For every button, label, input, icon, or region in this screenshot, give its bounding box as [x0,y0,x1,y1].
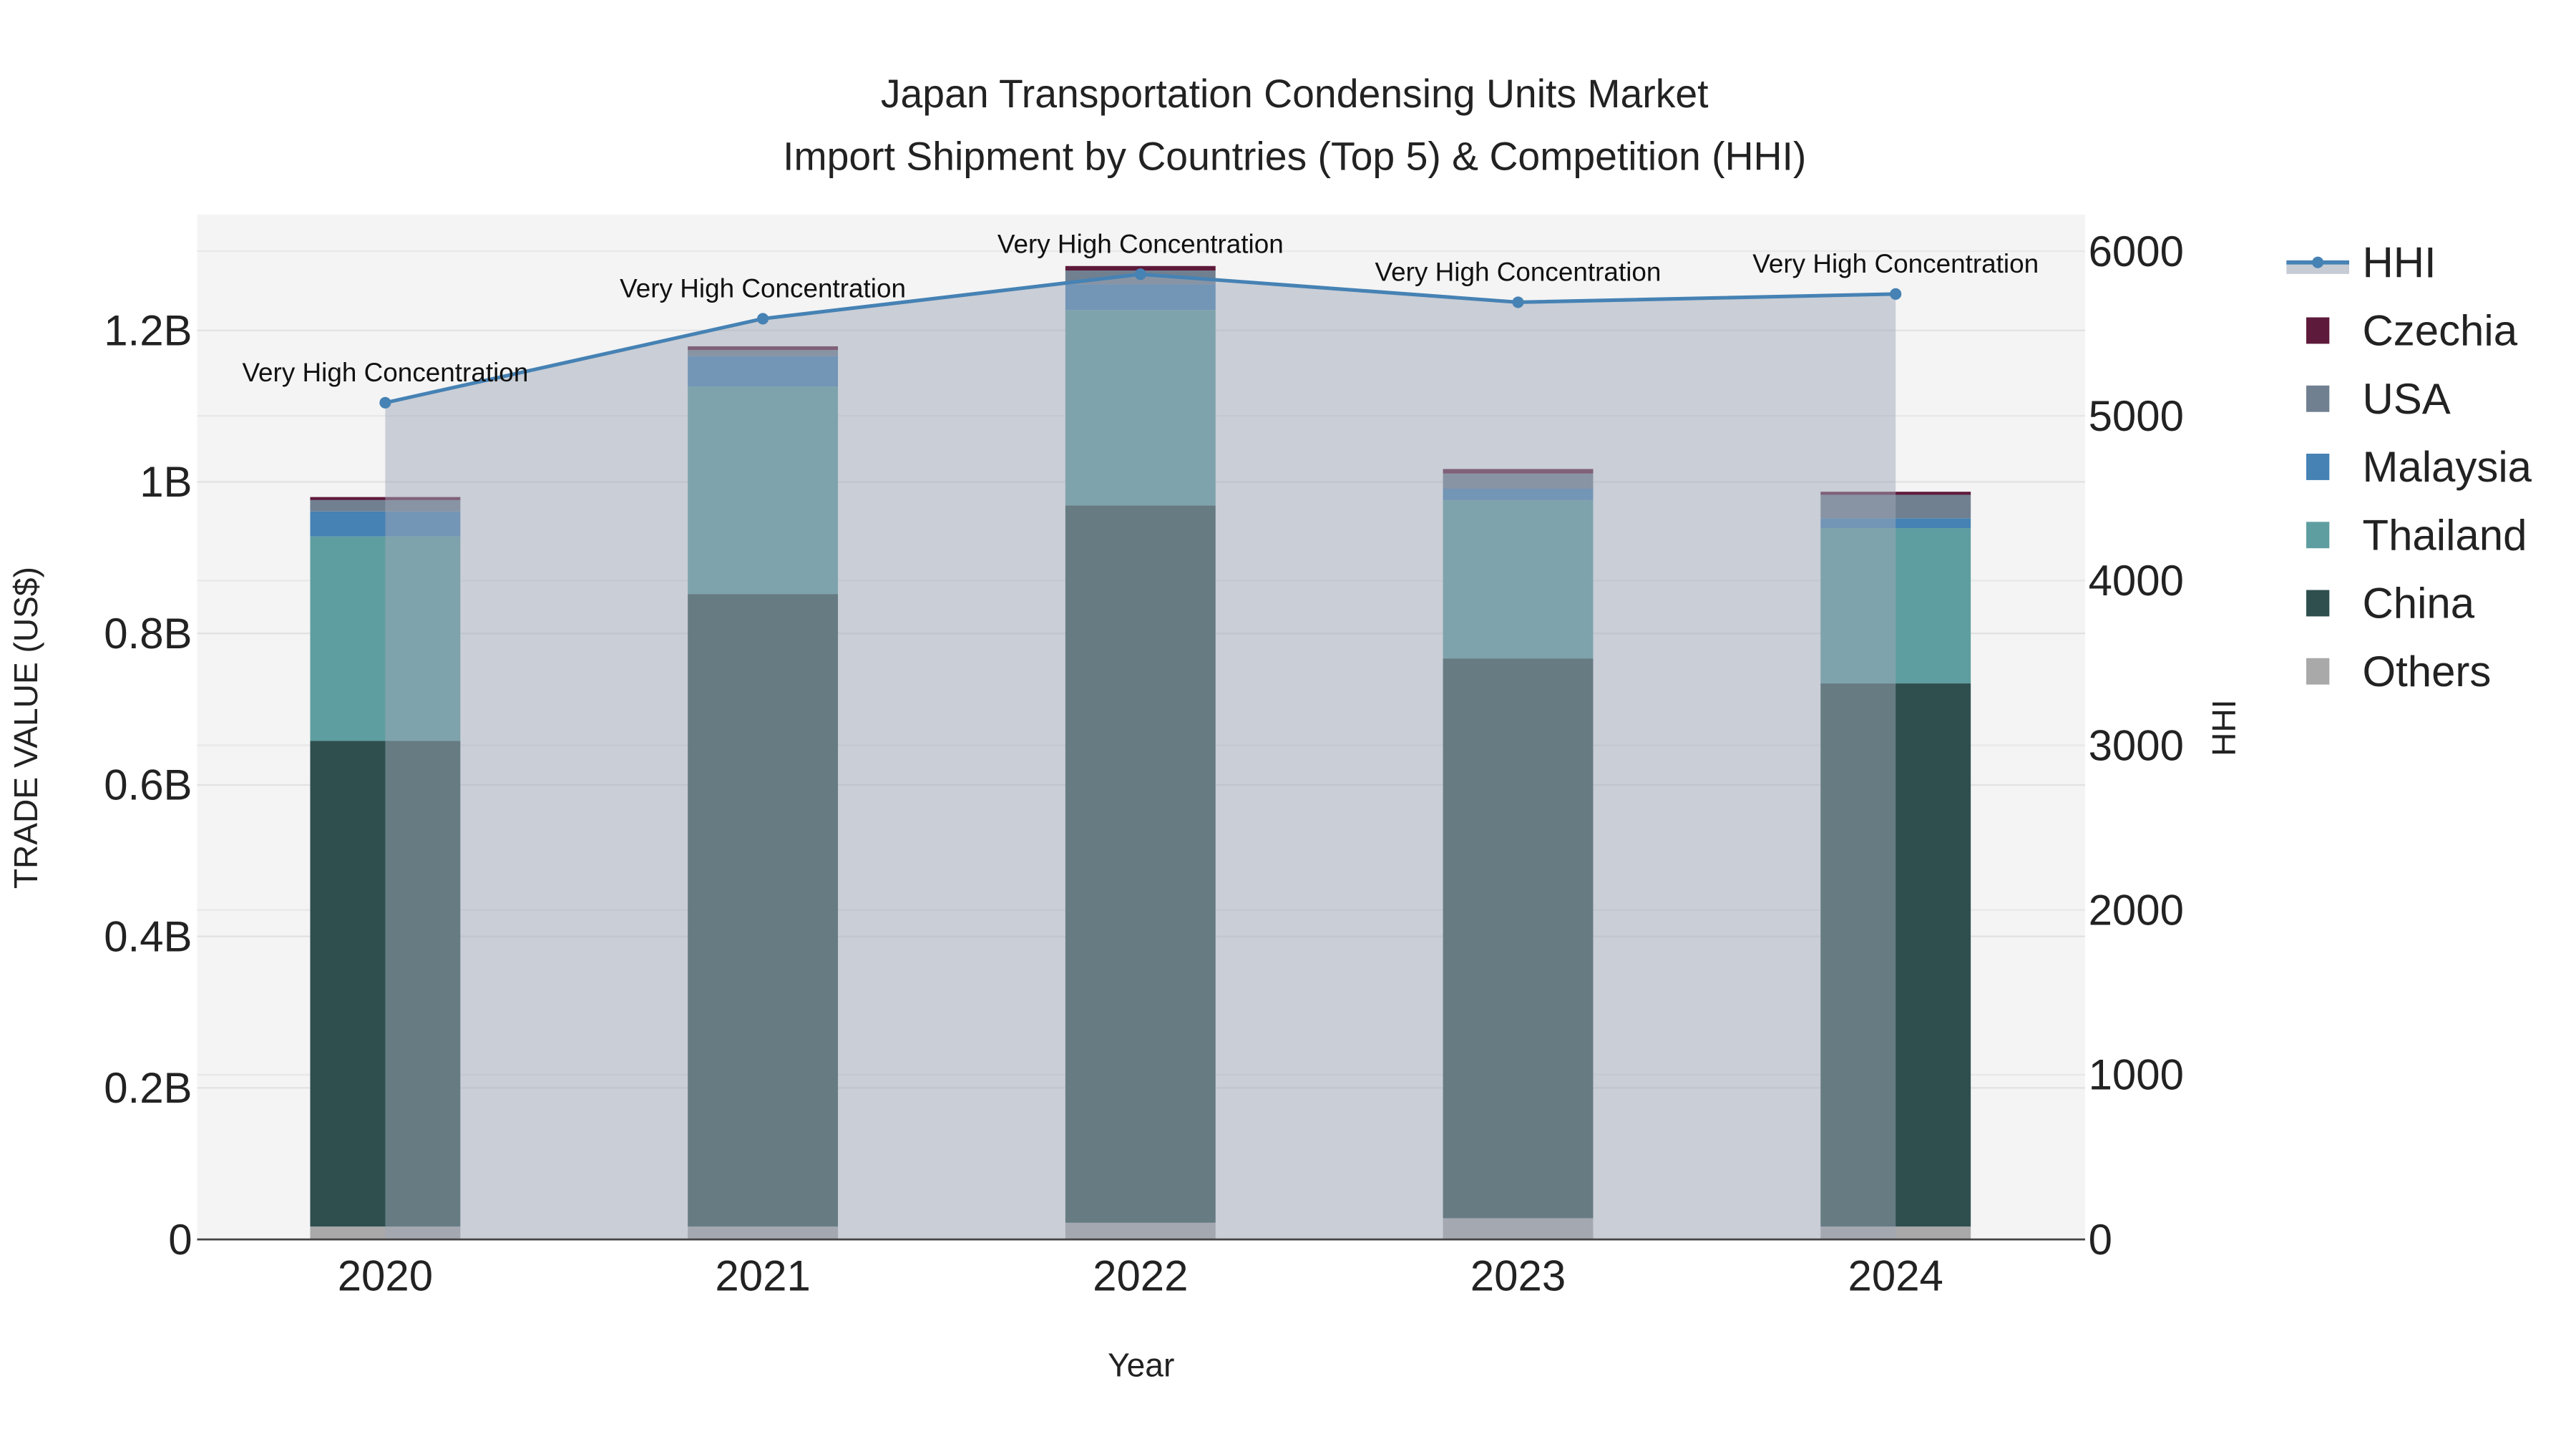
chart-title-line2: Import Shipment by Countries (Top 5) & C… [783,135,1806,179]
legend-item-china[interactable]: China [2306,580,2475,628]
legend-item-malaysia[interactable]: Malaysia [2306,443,2532,491]
legend-item-czechia[interactable]: Czechia [2306,307,2518,355]
hhi-annotation-2022: Very High Concentration [997,229,1284,258]
legend: HHI Czechia USA Malaysia Thailand China Others [2286,238,2532,696]
y-tick-label: 0.4B [104,912,192,960]
hhi-area [385,274,1896,1240]
x-tick-label: 2022 [1093,1252,1188,1300]
legend-swatch-thailand [2306,522,2330,549]
legend-label: Czechia [2362,307,2517,355]
legend-swatch-china [2306,590,2330,617]
y2-tick-label: 3000 [2089,721,2184,769]
legend-item-thailand[interactable]: Thailand [2306,511,2527,559]
y-axis-ticks: 0 0.2B 0.4B 0.6B 0.8B 1B 1.2B [104,306,192,1263]
y-tick-label: 0 [168,1216,192,1264]
y-tick-label: 0.8B [104,610,192,658]
y-tick-label: 1B [140,458,192,506]
legend-swatch-malaysia [2306,454,2330,480]
x-tick-label: 2021 [715,1252,810,1300]
y2-tick-label: 2000 [2089,886,2184,934]
hhi-annotation-2020: Very High Concentration [242,358,528,387]
x-axis-title: Year [1108,1347,1174,1384]
y2-tick-label: 4000 [2089,557,2184,605]
x-tick-label: 2020 [338,1252,433,1300]
legend-label: HHI [2362,238,2436,286]
legend-swatch-czechia [2306,317,2330,344]
y2-tick-label: 0 [2089,1216,2112,1264]
x-tick-label: 2024 [1848,1252,1943,1300]
legend-label: Others [2362,648,2491,696]
bar-czechia-2020 [310,497,461,500]
legend-label: China [2362,580,2474,628]
legend-label: Malaysia [2362,443,2532,491]
legend-hhi-marker [2312,256,2324,268]
x-axis-ticks: 2020 2021 2022 2023 2024 [338,1252,1943,1300]
hhi-series: Very High Concentration Very High Concent… [242,229,2039,1240]
hhi-annotation-2021: Very High Concentration [620,273,906,303]
legend-label: USA [2362,375,2450,423]
legend-item-usa[interactable]: USA [2306,375,2451,423]
hhi-annotation-2024: Very High Concentration [1752,249,2039,278]
x-tick-label: 2023 [1470,1252,1566,1300]
y2-axis-ticks: 0 1000 2000 3000 4000 5000 6000 [2089,228,2184,1264]
y-axis-title: TRADE VALUE (US$) [7,567,44,889]
hhi-annotation-2023: Very High Concentration [1375,257,1662,286]
bar-czechia-2022 [1065,265,1216,271]
legend-item-others[interactable]: Others [2306,648,2491,696]
y-tick-label: 0.2B [104,1064,192,1112]
y-tick-label: 0.6B [104,761,192,809]
hhi-point-2023 [1512,296,1524,308]
y2-tick-label: 6000 [2089,228,2184,275]
legend-swatch-others [2306,658,2330,685]
legend-item-hhi[interactable]: HHI [2286,238,2436,286]
y-tick-label: 1.2B [104,306,192,354]
y2-axis-title: HHI [2205,699,2243,756]
hhi-point-2020 [379,396,391,409]
legend-label: Thailand [2362,511,2527,559]
legend-swatch-usa [2306,385,2330,412]
hhi-point-2022 [1134,268,1146,280]
y2-tick-label: 5000 [2089,392,2184,440]
chart-title-line1: Japan Transportation Condensing Units Ma… [881,72,1709,116]
hhi-point-2021 [757,313,769,325]
y2-tick-label: 1000 [2089,1051,2184,1099]
hhi-point-2024 [1890,288,1902,300]
